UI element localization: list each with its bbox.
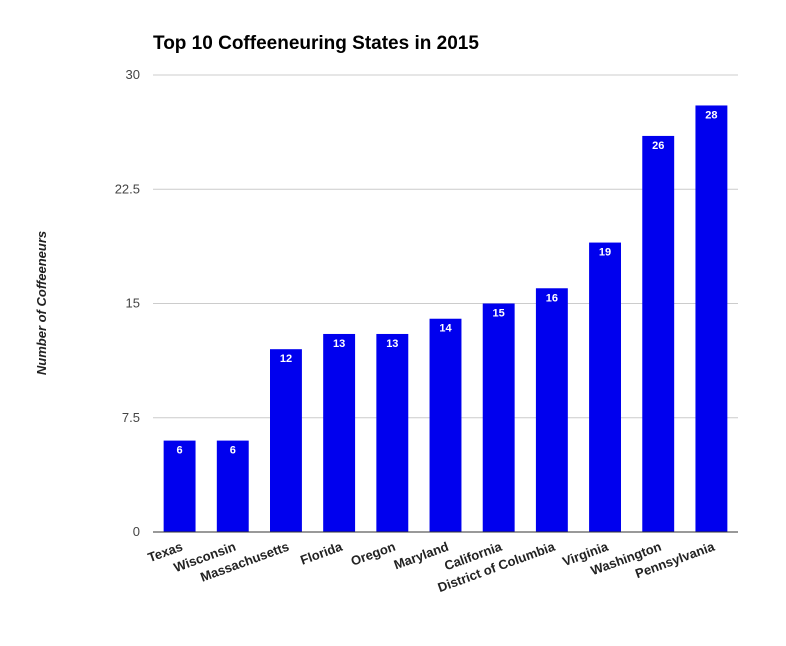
bar bbox=[270, 349, 302, 532]
y-axis-label: Number of Coffeeneurs bbox=[34, 231, 49, 375]
bar-value-label: 6 bbox=[177, 445, 183, 457]
data-labels: 6 6 12 13 13 14 15 16 19 26 28 bbox=[177, 109, 718, 456]
bar-value-label: 13 bbox=[386, 338, 398, 350]
bar-value-label: 19 bbox=[599, 247, 611, 259]
bar-value-label: 15 bbox=[493, 308, 505, 320]
bar bbox=[482, 303, 515, 532]
bar-value-label: 16 bbox=[546, 292, 558, 304]
category-label: Maryland bbox=[392, 539, 451, 573]
y-tick-label: 15 bbox=[126, 296, 140, 311]
category-label: Oregon bbox=[349, 539, 398, 569]
bar-value-label: 13 bbox=[333, 338, 345, 350]
bar-value-label: 28 bbox=[705, 109, 717, 121]
bar bbox=[323, 333, 356, 532]
bar bbox=[642, 135, 675, 532]
bar-value-label: 26 bbox=[652, 140, 664, 152]
y-tick-label: 0 bbox=[133, 524, 140, 539]
bar bbox=[695, 105, 728, 532]
bar bbox=[376, 333, 409, 532]
bars bbox=[163, 105, 728, 533]
y-tick-label: 7.5 bbox=[122, 410, 140, 425]
bar-value-label: 14 bbox=[439, 323, 452, 335]
y-tick-label: 30 bbox=[126, 67, 140, 82]
bar-value-label: 12 bbox=[280, 353, 292, 365]
chart-title: Top 10 Coffeeneuring States in 2015 bbox=[153, 33, 479, 54]
bar bbox=[163, 440, 196, 532]
bar bbox=[535, 288, 568, 532]
bar bbox=[429, 318, 462, 532]
category-label: Florida bbox=[298, 538, 345, 567]
bar-value-label: 6 bbox=[230, 445, 236, 457]
y-axis-ticks: 0 7.5 15 22.5 30 bbox=[115, 67, 140, 539]
bar bbox=[216, 440, 249, 532]
y-tick-label: 22.5 bbox=[115, 181, 140, 196]
bar bbox=[589, 242, 621, 533]
